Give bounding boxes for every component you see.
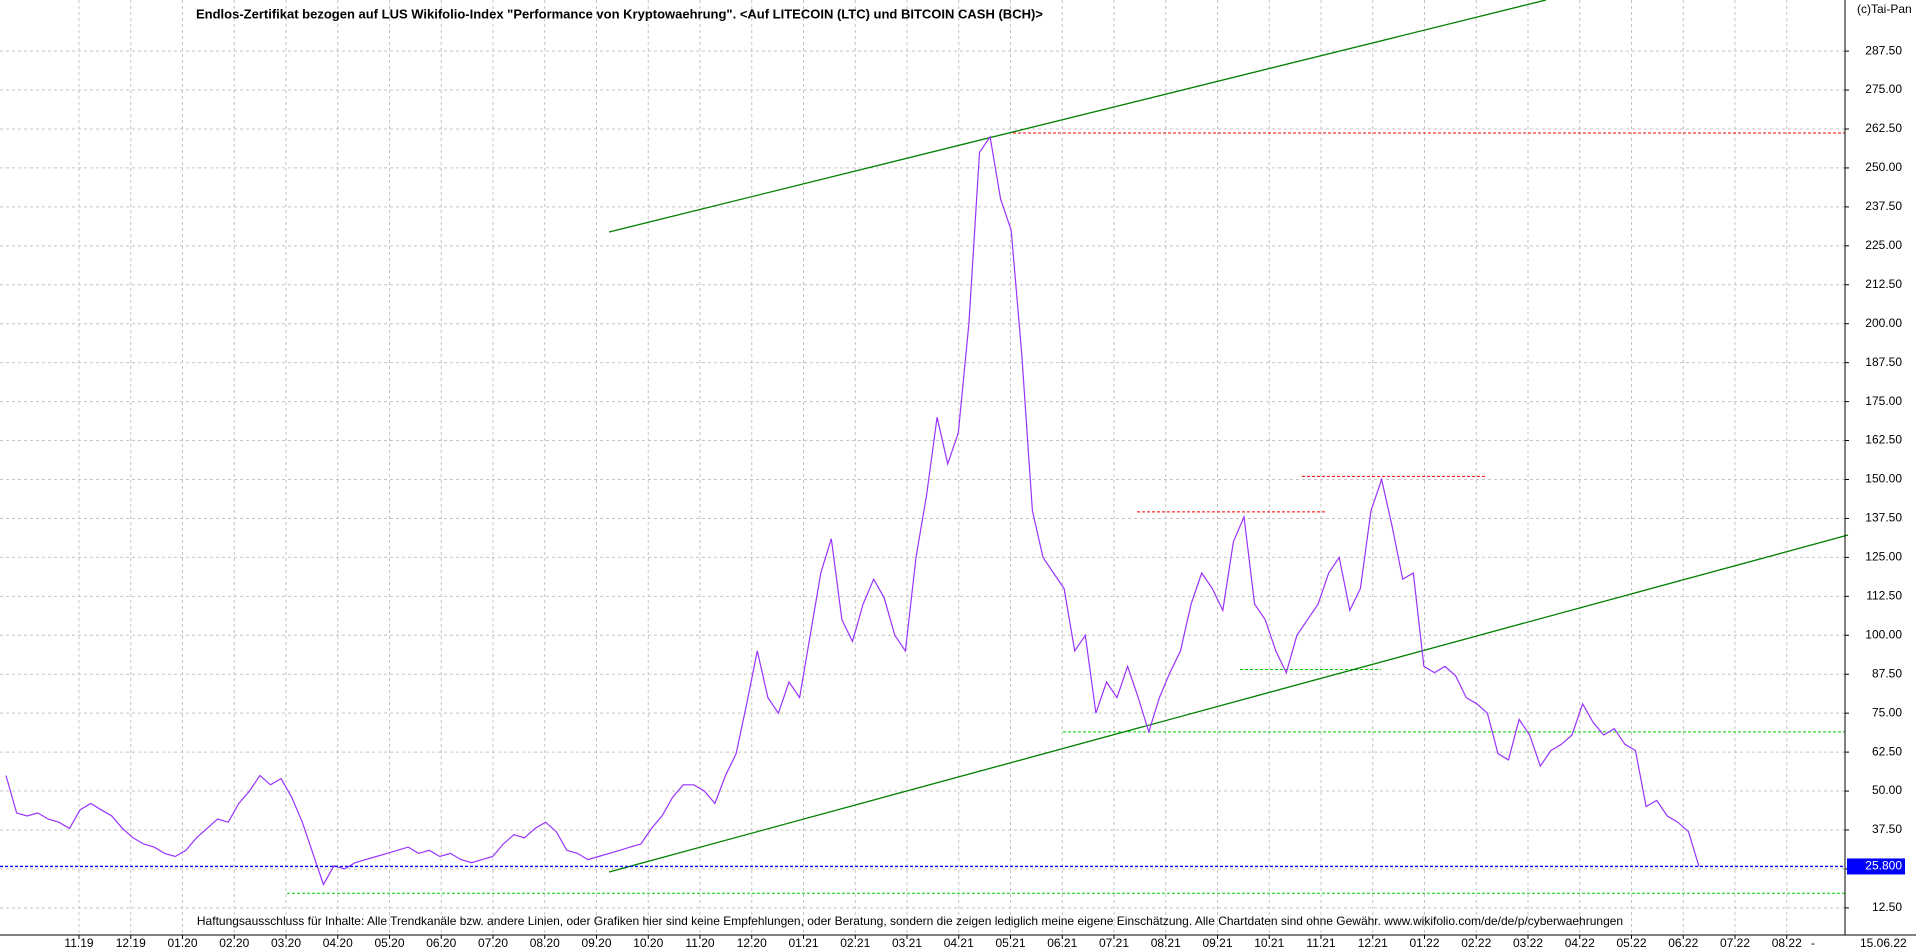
y-tick-label: 12.50 [1872, 900, 1902, 914]
x-tick-label: 08.22 [1772, 936, 1802, 950]
x-tick-label: 10.21 [1254, 936, 1284, 950]
y-tick-label: 150.00 [1865, 472, 1902, 486]
x-tick-label: 01.22 [1409, 936, 1439, 950]
x-tick-label: 06.20 [426, 936, 456, 950]
x-tick-label: 02.20 [219, 936, 249, 950]
last-value-box [1847, 858, 1905, 875]
y-tick-label: 87.50 [1872, 666, 1902, 680]
x-tick-label: 03.20 [271, 936, 301, 950]
y-tick-label: 62.50 [1872, 744, 1902, 758]
footer: Haftungsausschluss für Inhalte: Alle Tre… [197, 914, 1623, 928]
y-tick-label: 212.50 [1865, 277, 1902, 291]
x-tick-label: 01.21 [788, 936, 818, 950]
x-tick-label: 11.21 [1306, 936, 1335, 950]
x-tick-label: 11.20 [685, 936, 714, 950]
levels [287, 132, 1845, 894]
y-tick-label: 275.00 [1865, 82, 1902, 96]
x-tick-label: 09.20 [581, 936, 611, 950]
x-tick-label: 08.20 [530, 936, 560, 950]
axis-marker: - [1811, 936, 1815, 950]
grid [0, 0, 1845, 935]
trend-line [608, 534, 1849, 873]
x-tick-label: 05.20 [374, 936, 404, 950]
labels: 12.5025.0037.5050.0062.5075.0087.50100.0… [64, 43, 1905, 950]
x-tick-label: 04.22 [1565, 936, 1595, 950]
x-tick-label: 06.21 [1047, 936, 1077, 950]
y-tick-label: 100.00 [1865, 627, 1902, 641]
y-tick-label: 112.50 [1866, 589, 1902, 603]
y-tick-label: 225.00 [1865, 238, 1902, 252]
x-tick-label: 02.21 [840, 936, 870, 950]
x-tick-label: 11.19 [64, 936, 93, 950]
series [0, 135, 1845, 886]
x-tick-label: 04.21 [944, 936, 974, 950]
y-tick-label: 200.00 [1865, 316, 1902, 330]
x-tick-label: 07.21 [1099, 936, 1129, 950]
y-tick-label: 250.00 [1865, 160, 1902, 174]
x-tick-label: 07.20 [478, 936, 508, 950]
x-tick-label: 05.22 [1616, 936, 1646, 950]
y-tick-label: 125.00 [1865, 550, 1902, 564]
x-tick-label: 08.21 [1151, 936, 1181, 950]
x-tick-label: 04.20 [323, 936, 353, 950]
series-line [5, 135, 1700, 886]
trend-line [608, 0, 1547, 233]
x-tick-label: 06.22 [1668, 936, 1698, 950]
y-tick-label: 262.50 [1865, 121, 1902, 135]
x-tick-label: 02.22 [1461, 936, 1491, 950]
chart-title: Endlos-Zertifikat bezogen auf LUS Wikifo… [196, 6, 1043, 21]
x-tick-label: 10.20 [633, 936, 663, 950]
y-tick-label: 187.50 [1865, 355, 1902, 369]
x-tick-label: 12.20 [737, 936, 767, 950]
x-tick-label: 03.22 [1513, 936, 1543, 950]
date-label: 15.06.22 [1860, 936, 1907, 950]
x-tick-label: 05.21 [995, 936, 1025, 950]
y-tick-label: 50.00 [1872, 783, 1902, 797]
y-tick-label: 175.00 [1865, 394, 1902, 408]
x-tick-label: 03.21 [892, 936, 922, 950]
x-tick-label: 01.20 [167, 936, 197, 950]
last-value-label: 25.800 [1865, 859, 1902, 873]
x-tick-label: 09.21 [1202, 936, 1232, 950]
x-tick-label: 12.21 [1358, 936, 1388, 950]
x-tick-label: 12.19 [116, 936, 146, 950]
copyright: (c)Tai-Pan [1857, 2, 1912, 16]
y-tick-label: 37.50 [1872, 822, 1902, 836]
y-tick-label: 162.50 [1865, 433, 1902, 447]
y-tick-label: 137.50 [1865, 511, 1902, 525]
y-tick-label: 237.50 [1865, 199, 1902, 213]
x-tick-label: 07.22 [1720, 936, 1750, 950]
y-tick-label: 287.50 [1865, 43, 1902, 57]
y-tick-label: 75.00 [1872, 705, 1902, 719]
